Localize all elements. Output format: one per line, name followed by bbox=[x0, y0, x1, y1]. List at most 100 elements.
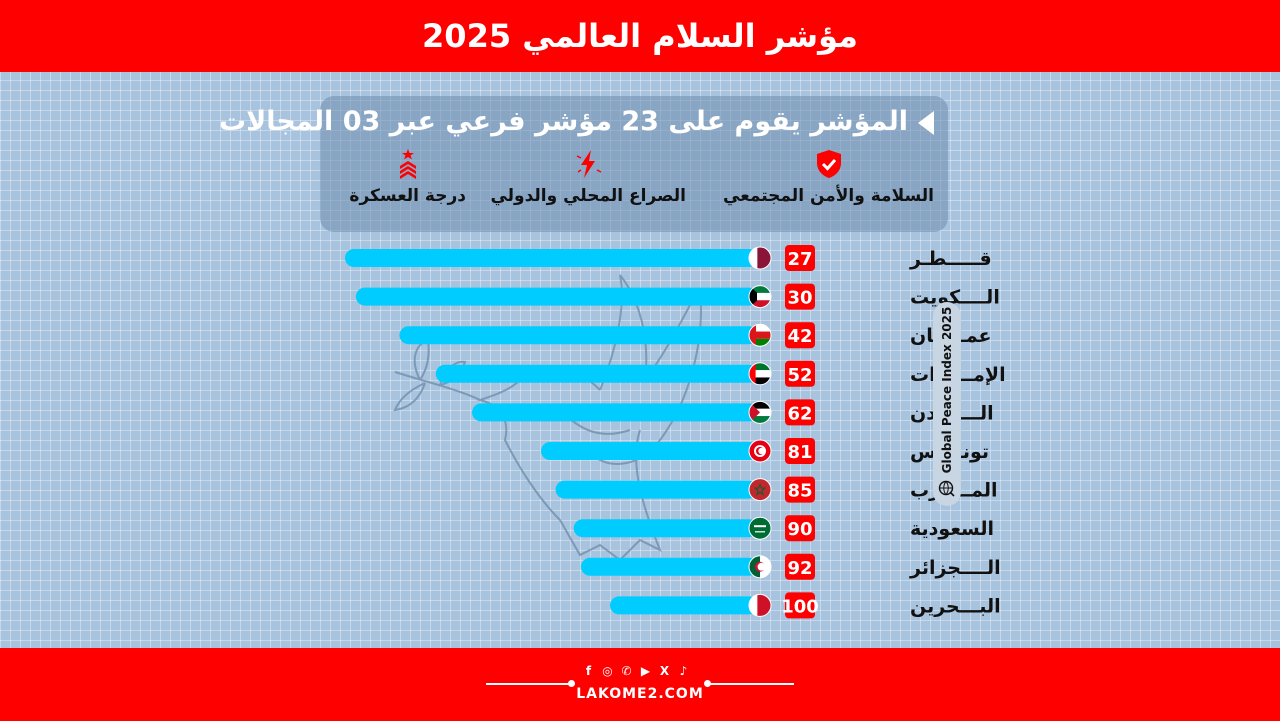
flag-part bbox=[749, 247, 758, 269]
qatar-flag-icon bbox=[748, 246, 772, 270]
country-label: السعودية bbox=[910, 518, 994, 540]
flag-part bbox=[749, 517, 771, 540]
rank-value: 42 bbox=[787, 326, 812, 347]
flag-part bbox=[749, 478, 771, 501]
page-title: مؤشر السلام العالمي 2025 bbox=[422, 17, 858, 55]
instagram-icon[interactable]: ◎ bbox=[602, 664, 613, 678]
morocco-flag-icon bbox=[748, 478, 772, 502]
flag-part bbox=[754, 525, 766, 528]
flag-border bbox=[748, 400, 772, 424]
flag-part bbox=[749, 416, 771, 424]
flag-part bbox=[749, 292, 771, 301]
rank-value: 92 bbox=[787, 558, 812, 579]
flag-part bbox=[757, 562, 766, 571]
flag-body bbox=[749, 247, 771, 269]
flag-part bbox=[749, 285, 771, 293]
info-heading-text: المؤشر يقوم على 23 مؤشر فرعي عبر 03 المج… bbox=[218, 106, 908, 137]
header-bar: مؤشر السلام العالمي 2025 bbox=[0, 0, 1280, 72]
domain-label: درجة العسكرة bbox=[349, 186, 466, 206]
triangle-icon bbox=[918, 110, 934, 135]
rank-badge bbox=[785, 553, 815, 580]
rank-badge bbox=[785, 476, 815, 503]
bar bbox=[541, 442, 758, 460]
footer-dot-right bbox=[704, 680, 711, 687]
footer-divider-left bbox=[486, 683, 572, 685]
country-label: قـــــطـر bbox=[909, 248, 992, 270]
flag-border bbox=[748, 246, 772, 270]
bar bbox=[610, 596, 758, 615]
flag-border bbox=[748, 285, 772, 309]
domain-label: الصراع المحلي والدولي bbox=[490, 186, 686, 206]
side-label: Global Peace Index 2025 bbox=[940, 306, 954, 474]
flag-body bbox=[749, 517, 771, 540]
tiktok-icon[interactable]: ♪ bbox=[679, 664, 688, 678]
flag-body bbox=[749, 362, 771, 385]
jordan-flag-icon bbox=[748, 400, 772, 424]
flag-body bbox=[749, 555, 771, 578]
flag-border bbox=[748, 439, 772, 463]
flag-border bbox=[748, 516, 772, 540]
oman-flag-icon bbox=[748, 323, 772, 347]
whatsapp-icon[interactable]: ✆ bbox=[621, 664, 632, 678]
rank-badge bbox=[785, 360, 815, 387]
flag-part bbox=[749, 324, 757, 347]
social-icons: f ◎ ✆ ▶ X ♪ bbox=[581, 664, 691, 679]
x-icon[interactable]: X bbox=[659, 664, 670, 678]
tunisia-flag-icon bbox=[748, 439, 772, 463]
lightning-icon bbox=[576, 150, 602, 178]
flag-part bbox=[749, 362, 771, 371]
bar bbox=[573, 519, 758, 538]
flag-border bbox=[748, 478, 772, 502]
flag-part bbox=[749, 401, 771, 409]
facebook-icon[interactable]: f bbox=[585, 664, 592, 678]
bahrain-flag-icon bbox=[748, 593, 772, 617]
bar bbox=[435, 364, 758, 383]
bar bbox=[355, 287, 758, 306]
rank-value: 81 bbox=[787, 442, 812, 463]
site-url: LAKOME2.COM bbox=[576, 686, 704, 702]
rank-badge bbox=[785, 592, 815, 619]
flag-body bbox=[749, 594, 771, 617]
domain-conflict: الصراع المحلي والدولي bbox=[490, 148, 686, 206]
flag-border bbox=[748, 593, 772, 617]
kuwait-flag-icon bbox=[748, 285, 772, 309]
uae-flag-icon bbox=[748, 362, 772, 386]
flag-border bbox=[748, 323, 772, 347]
footer-bar bbox=[0, 648, 1280, 721]
rank-value: 85 bbox=[787, 481, 812, 502]
globe-icon bbox=[938, 480, 955, 497]
domain-social-security: السلامة والأمن المجتمعي bbox=[723, 148, 934, 206]
country-label: الــــكويت bbox=[910, 287, 1000, 309]
bar bbox=[472, 403, 758, 422]
rank-value: 90 bbox=[787, 519, 812, 540]
rank-value: 100 bbox=[781, 596, 819, 617]
bar bbox=[580, 557, 758, 576]
shield-check-icon bbox=[816, 150, 841, 178]
rank-value: 30 bbox=[787, 288, 812, 309]
algeria-flag-icon bbox=[748, 555, 772, 579]
rank-badge bbox=[785, 399, 815, 426]
domain-militarisation: درجة العسكرة bbox=[349, 148, 466, 206]
flag-part bbox=[755, 531, 765, 533]
flag-part bbox=[749, 362, 756, 385]
footer-divider-right bbox=[708, 683, 794, 685]
youtube-icon[interactable]: ▶ bbox=[640, 664, 651, 678]
rank-badge bbox=[785, 322, 815, 349]
info-heading: المؤشر يقوم على 23 مؤشر فرعي عبر 03 المج… bbox=[219, 102, 934, 142]
rank-badge bbox=[785, 438, 815, 464]
rank-badge bbox=[785, 515, 815, 542]
flag-part bbox=[749, 370, 771, 378]
rank-badge bbox=[785, 245, 815, 271]
bar bbox=[555, 480, 758, 499]
flag-body bbox=[749, 440, 771, 462]
flag-border bbox=[748, 362, 772, 386]
saudi-flag-icon bbox=[748, 516, 772, 540]
bar bbox=[399, 326, 758, 345]
flag-part bbox=[749, 377, 771, 385]
rank-value: 27 bbox=[787, 249, 812, 270]
flag-part bbox=[749, 594, 758, 617]
side-label-pill bbox=[933, 302, 961, 506]
flag-part bbox=[749, 300, 771, 308]
flag-body bbox=[749, 478, 771, 501]
flag-part bbox=[749, 408, 771, 417]
